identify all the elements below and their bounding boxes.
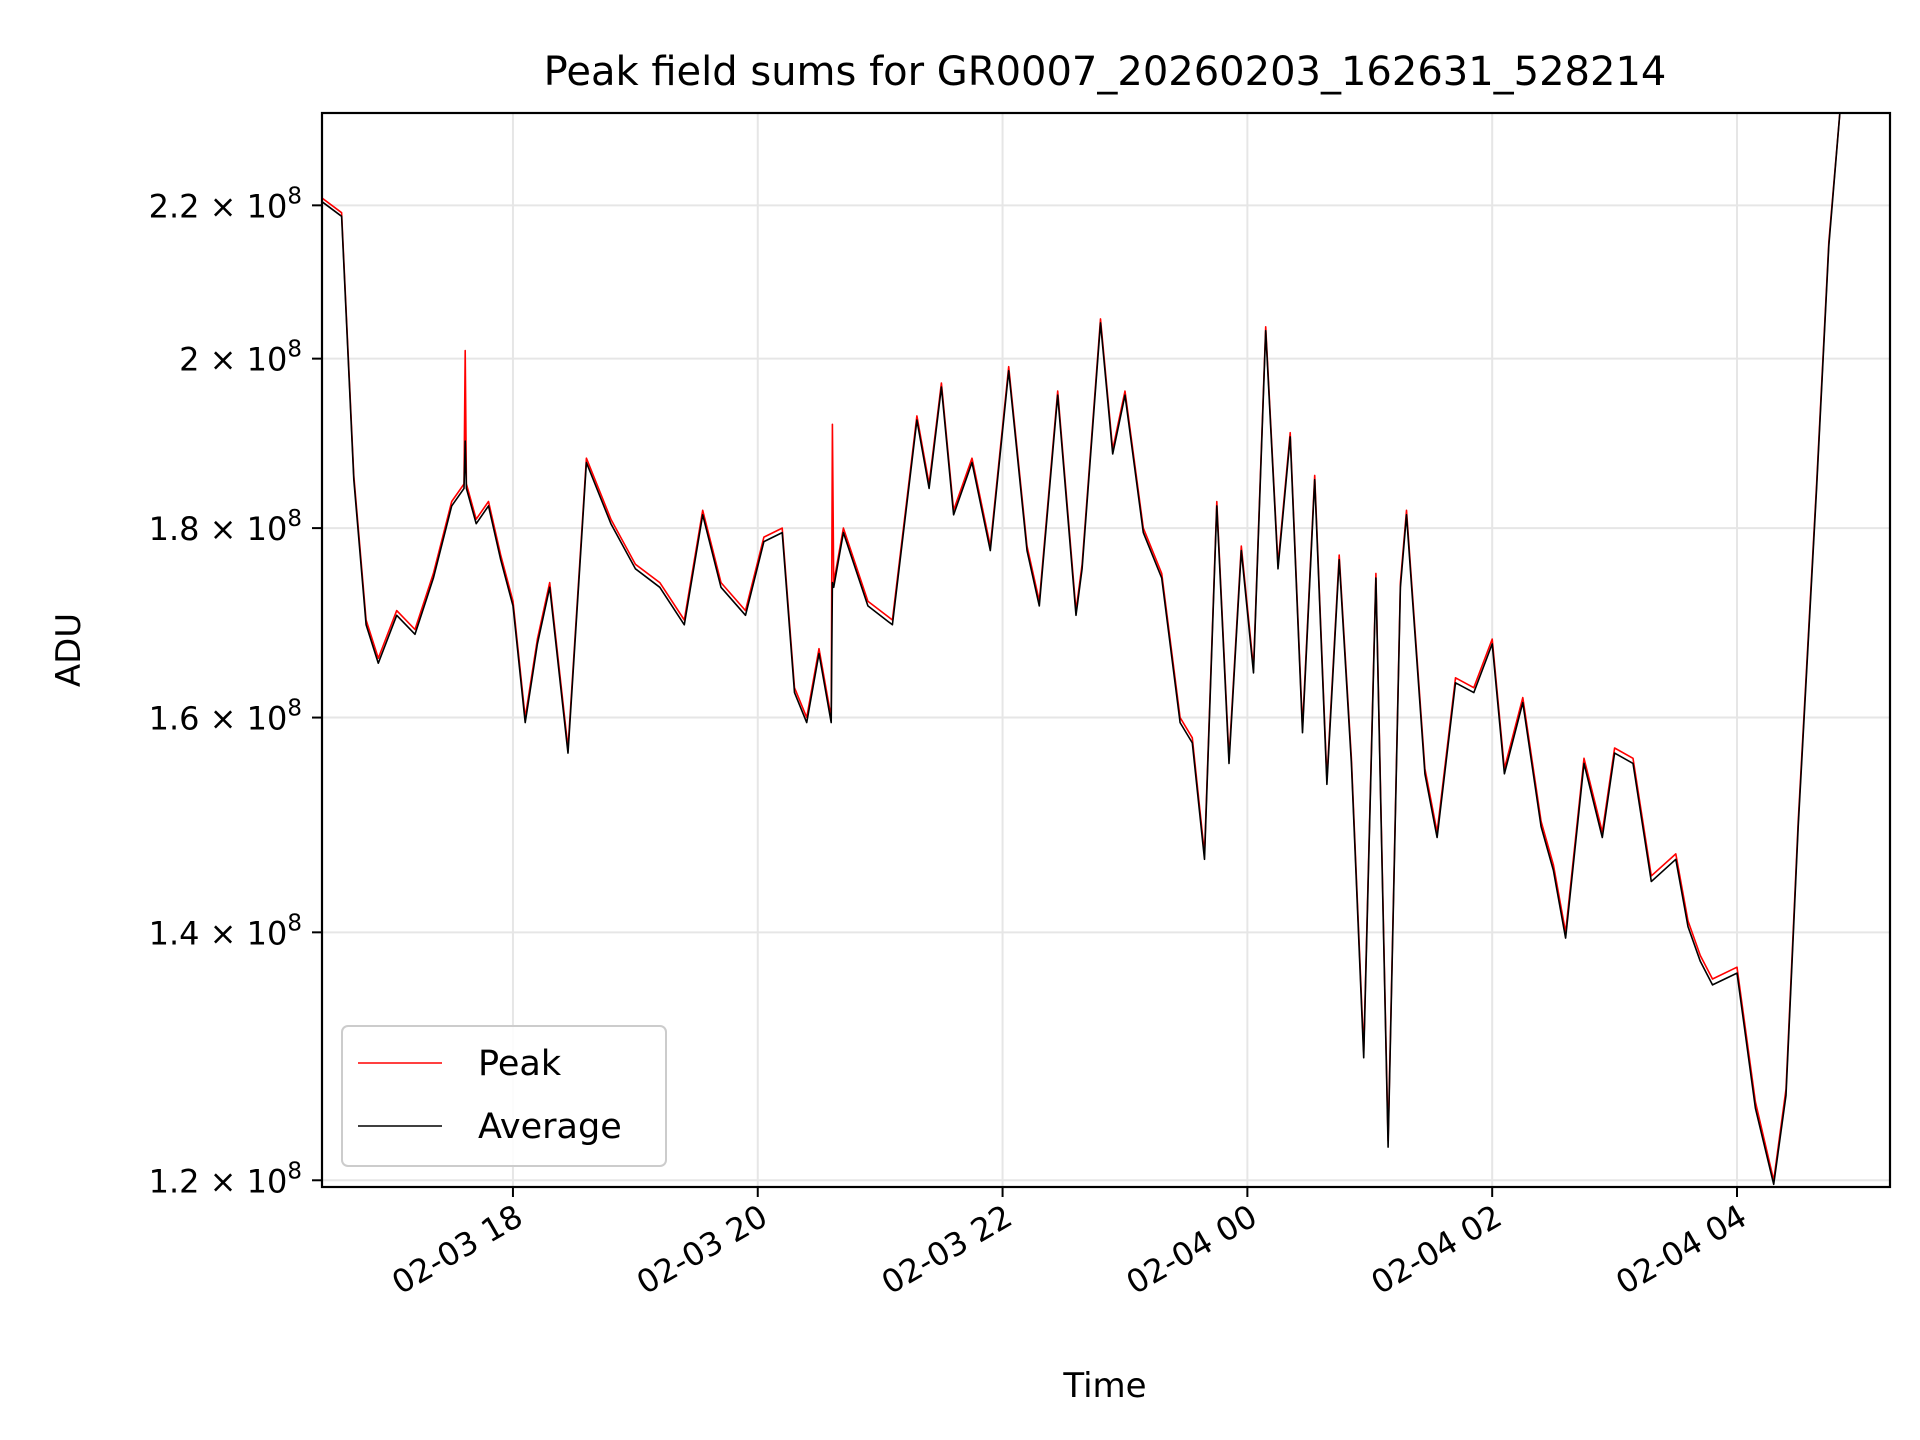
legend: Peak Average — [341, 1025, 667, 1167]
legend-label-average: Average — [478, 1107, 622, 1147]
y-tick-exponent: 8 — [287, 910, 302, 936]
series-line-peak — [322, 113, 1841, 1182]
y-tick-exponent: 8 — [287, 183, 302, 209]
y-tick-exponent: 8 — [287, 337, 302, 363]
y-tick-label: 1.2 × 108 — [149, 1158, 302, 1200]
y-tick-label: 2 × 108 — [179, 337, 302, 379]
y-tick-label: 1.8 × 108 — [149, 506, 302, 548]
plot-area-series — [322, 113, 1841, 1186]
plot-frame — [320, 111, 1892, 1189]
y-tick-mantissa: 1.6 — [149, 700, 200, 738]
y-tick-mantissa: 1.2 — [149, 1162, 200, 1200]
y-tick-label: 2.2 × 108 — [149, 183, 302, 225]
chart-title: Peak field sums for GR0007_20260203_1626… — [544, 49, 1667, 95]
y-tick-label: 1.6 × 108 — [149, 696, 302, 738]
x-tick-label: 02-04 04 — [1609, 1197, 1753, 1302]
legend-label-peak: Peak — [478, 1044, 562, 1084]
series-line-average — [322, 113, 1841, 1186]
y-tick-times: × 10 — [199, 914, 287, 952]
x-axis-label: Time — [1062, 1366, 1146, 1406]
y-tick-times: × 10 — [199, 700, 287, 738]
x-tick-label: 02-04 02 — [1365, 1197, 1509, 1302]
y-tick-exponent: 8 — [287, 506, 302, 532]
y-tick-times: × 10 — [199, 510, 287, 548]
y-tick-exponent: 8 — [287, 1158, 302, 1184]
y-tick-mantissa: 2 — [179, 341, 199, 379]
y-tick-mantissa: 2.2 — [149, 187, 200, 225]
y-tick-label: 1.4 × 108 — [149, 910, 302, 952]
x-tick-label: 02-03 20 — [630, 1197, 774, 1302]
x-axis-ticks: 02-03 18 02-03 20 02-03 22 02-04 00 02-04 02… — [385, 1187, 1753, 1302]
y-tick-times: × 10 — [199, 1162, 287, 1200]
y-axis-label: ADU — [49, 613, 89, 687]
x-tick-label: 02-03 22 — [875, 1197, 1019, 1302]
legend-box — [341, 1025, 667, 1167]
x-tick-label: 02-03 18 — [385, 1197, 529, 1302]
y-tick-mantissa: 1.4 — [149, 914, 200, 952]
y-tick-exponent: 8 — [287, 696, 302, 722]
y-tick-mantissa: 1.8 — [149, 510, 200, 548]
y-tick-times: × 10 — [199, 187, 287, 225]
x-tick-label: 02-04 00 — [1120, 1197, 1264, 1302]
y-tick-times: × 10 — [199, 341, 287, 379]
